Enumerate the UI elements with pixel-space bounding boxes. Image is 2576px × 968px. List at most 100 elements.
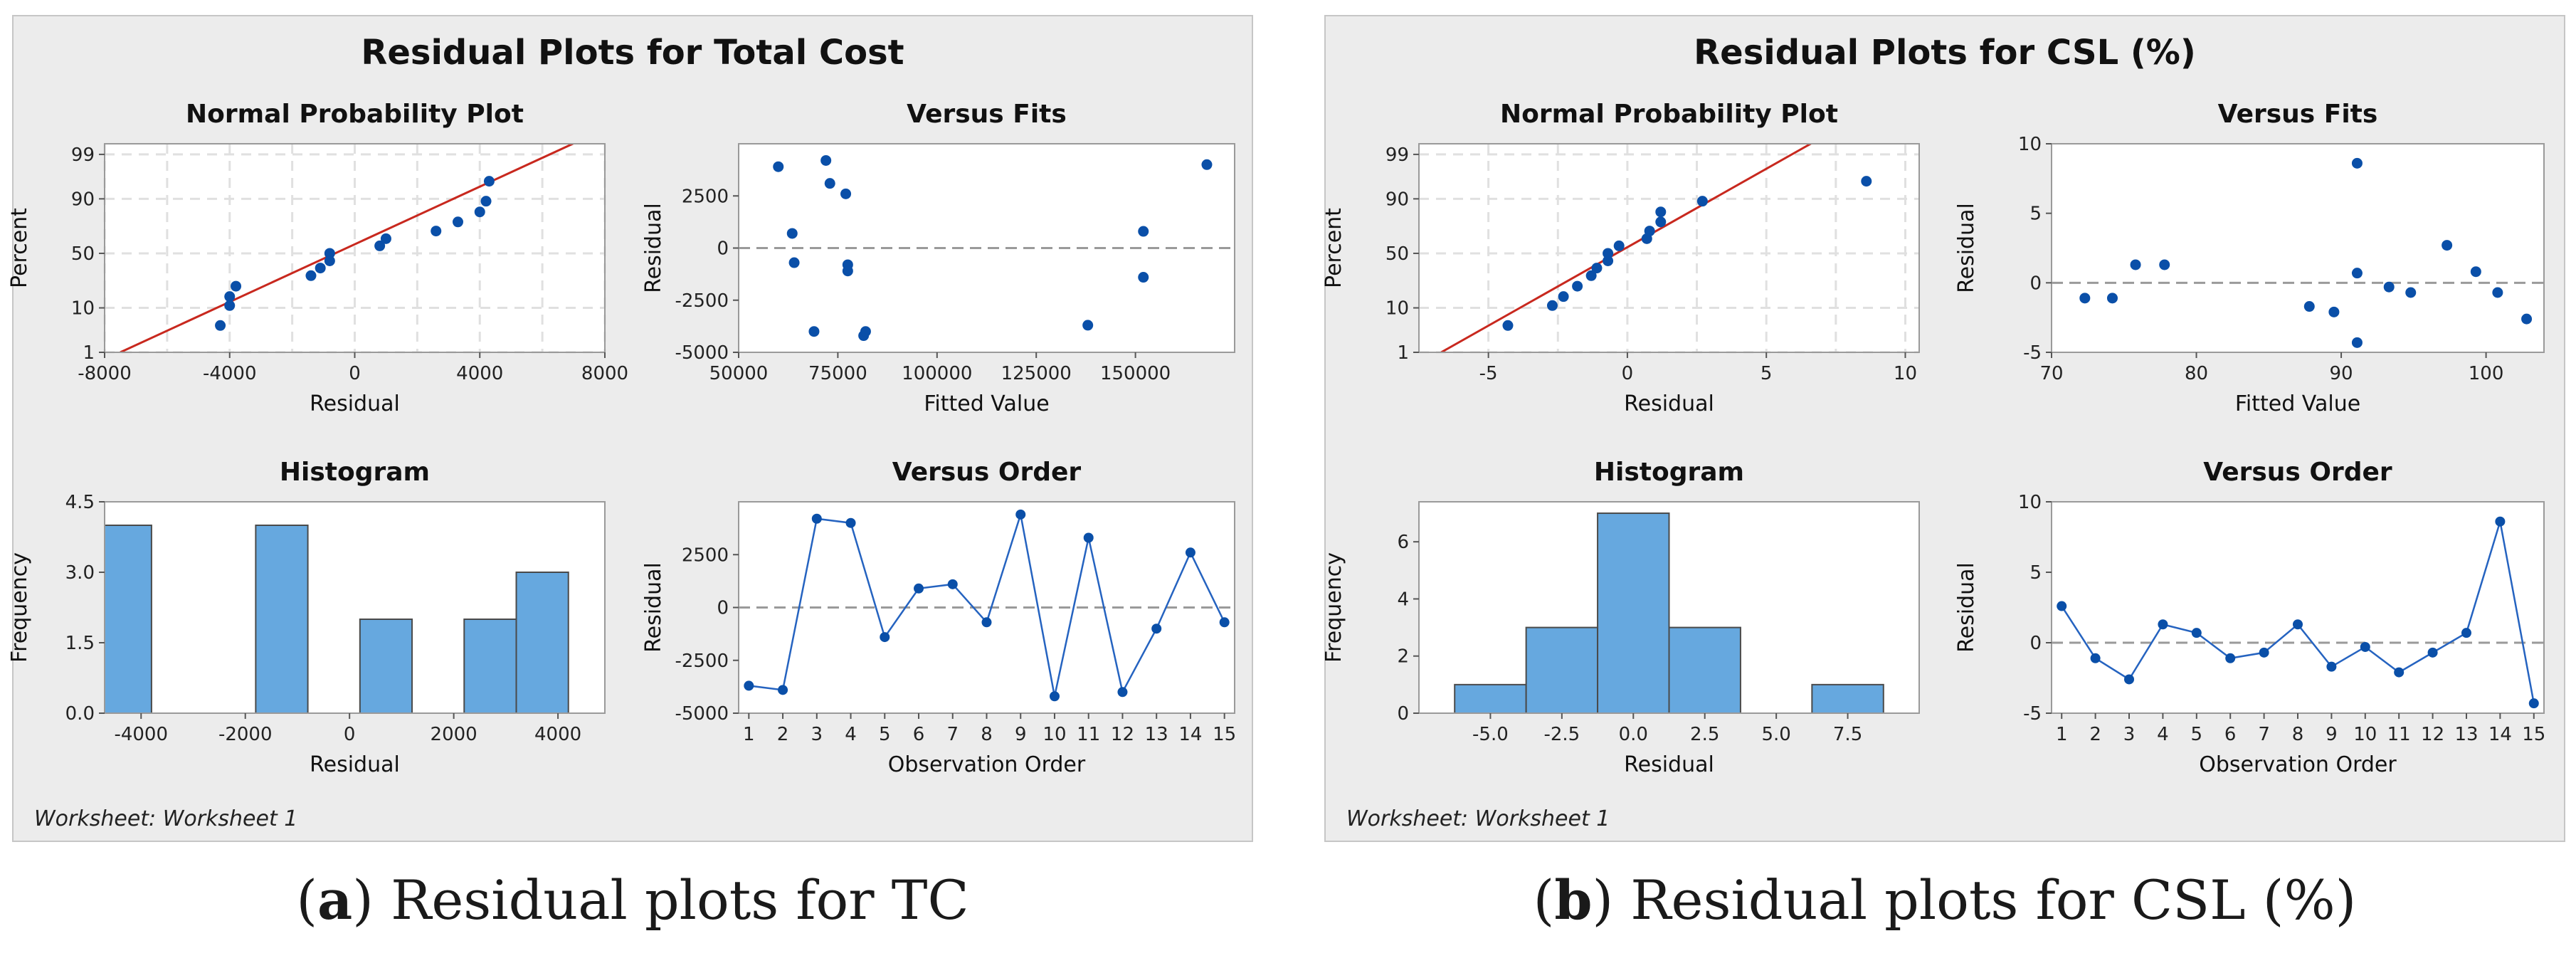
b-chart4-xtick-label-0: 1 (2056, 724, 2068, 745)
a-chart4-xtick-label-5: 6 (913, 724, 925, 745)
a-chart2-point-15 (1201, 159, 1213, 170)
a-chart4-point-4 (845, 517, 856, 528)
b-chart1-point-7 (1603, 255, 1614, 266)
b-chart4-xtick-label-1: 2 (2089, 724, 2101, 745)
b-chart4-xtick-label-10: 11 (2387, 724, 2411, 745)
b-chart3-ytick-label-0: 0 (1397, 703, 1409, 725)
b-chart2-ytick-label-0: -5 (2023, 342, 2042, 364)
caption-b: (b) Residual plots for CSL (%) (1533, 868, 2357, 932)
b-chart3-xtick-label-1: -2.5 (1543, 724, 1580, 745)
a-chart1-xtick-label-0: -8000 (78, 363, 132, 384)
b-chart2-point-8 (2351, 268, 2363, 279)
b-chart1-title: Normal Probability Plot (1500, 100, 1838, 129)
b-chart1-point-4 (1572, 280, 1583, 292)
b-chart2-xlabel: Fitted Value (2235, 391, 2360, 416)
b-chart2-point-1 (2079, 293, 2091, 304)
a-chart3-xtick-label-3: 2000 (431, 724, 477, 745)
b-chart3-bar-3 (1597, 512, 1670, 715)
b-chart1-ytick-label-4: 99 (1385, 144, 1409, 166)
b-chart4-ytick-label-1: 0 (2029, 633, 2042, 654)
b-chart4-xtick-label-3: 4 (2157, 724, 2169, 745)
b-chart4-xtick-label-13: 14 (2488, 724, 2512, 745)
a-chart1-xtick-label-1: -4000 (203, 363, 257, 384)
a-chart2-xlabel: Fitted Value (924, 391, 1049, 416)
a-chart2-point-2 (786, 228, 798, 239)
a-chart3-ytick-label-0: 0.0 (65, 703, 95, 725)
b-chart3-frame (1418, 501, 1920, 714)
a-chart1-point-1 (215, 320, 226, 331)
a-chart1-point-9 (374, 240, 386, 251)
b-chart1-ylabel: Percent (1321, 208, 1346, 288)
a-chart2-point-9 (842, 265, 853, 277)
a-chart2-xtick-label-4: 150000 (1100, 363, 1171, 384)
a-chart4-point-14 (1185, 547, 1195, 558)
a-chart3-ytick-label-2: 3.0 (65, 562, 95, 584)
b-chart1-point-8 (1603, 248, 1614, 259)
b-chart2-point-11 (2405, 287, 2417, 298)
b-chart2-point-9 (2351, 337, 2363, 348)
a-chart4-point-11 (1083, 532, 1094, 543)
b-chart1-ytick-label-1: 10 (1385, 298, 1409, 320)
a-chart4-xtick-label-0: 1 (743, 724, 755, 745)
b-chart2-plot-area (2052, 144, 2544, 352)
a-chart2-point-4 (808, 326, 820, 337)
b-chart4-xtick-label-5: 6 (2224, 724, 2237, 745)
panel-a-normal-probability-plot: Normal Probability Plot -8000 -4000 0 4000 80… (7, 100, 628, 416)
a-chart4-xtick-label-11: 12 (1111, 724, 1134, 745)
a-chart4-xtick-label-13: 14 (1178, 724, 1202, 745)
a-chart2-title: Versus Fits (907, 100, 1067, 129)
b-chart1-point-11 (1644, 226, 1655, 237)
a-chart1-fit-line (120, 144, 576, 352)
b-chart4-xtick-label-9: 10 (2353, 724, 2377, 745)
b-chart1-plot-area (1419, 144, 1919, 352)
b-chart1-point-3 (1558, 291, 1569, 302)
a-chart1-ytick-label-0: 1 (83, 342, 95, 364)
b-chart2-title: Versus Fits (2218, 100, 2378, 129)
b-chart2-point-7 (2351, 157, 2363, 169)
a-chart1-ytick-label-3: 90 (71, 189, 95, 210)
b-chart4-xtick-label-11: 12 (2421, 724, 2444, 745)
b-chart4-xlabel: Observation Order (2199, 752, 2397, 777)
a-chart4-xtick-label-14: 15 (1213, 724, 1236, 745)
b-chart1-xtick-label-1: 0 (1622, 363, 1634, 384)
b-chart2-point-14 (2492, 287, 2503, 298)
a-chart2-point-12 (1082, 320, 1094, 331)
a-chart3-xtick-label-4: 4000 (534, 724, 581, 745)
a-chart4-point-13 (1151, 624, 1162, 634)
b-chart2-point-4 (2159, 259, 2170, 270)
a-chart1-point-3 (224, 291, 236, 302)
panel-b-background (1324, 15, 2565, 842)
a-chart2-ytick-label-2: 0 (717, 238, 729, 260)
b-chart4-xtick-label-12: 13 (2454, 724, 2478, 745)
b-chart4-point-2 (2090, 653, 2101, 663)
b-chart3-bar-1 (1454, 683, 1527, 715)
panel-b-title: Residual Plots for CSL (%) (1694, 33, 2196, 73)
a-chart1-point-10 (380, 233, 391, 244)
b-chart4-xtick-label-8: 9 (2326, 724, 2338, 745)
a-chart4-xtick-label-6: 7 (946, 724, 959, 745)
a-chart4-title: Versus Order (892, 458, 1082, 487)
a-chart4-xtick-label-4: 5 (879, 724, 891, 745)
panel-b-histogram: Histogram -5.0 -2.5 0.0 2.5 5.0 7.5 0 2 4 6 Residua… (1321, 458, 1920, 777)
a-chart4-point-15 (1219, 617, 1230, 628)
a-chart4-point-1 (744, 680, 754, 691)
a-chart4-xtick-label-12: 13 (1145, 724, 1168, 745)
a-chart3-title: Histogram (280, 458, 430, 487)
a-chart4-xlabel: Observation Order (888, 752, 1086, 777)
b-chart1-xtick-label-3: 10 (1894, 363, 1917, 384)
a-chart2-xtick-label-1: 75000 (808, 363, 867, 384)
a-chart4-point-3 (811, 513, 822, 524)
a-chart2-point-11 (860, 326, 871, 337)
b-chart3-xlabel: Residual (1624, 752, 1714, 777)
b-chart1-xtick-label-2: 5 (1761, 363, 1773, 384)
panel-a-title: Residual Plots for Total Cost (361, 33, 904, 73)
a-chart4-point-10 (1049, 691, 1060, 702)
b-chart1-point-2 (1546, 300, 1558, 311)
a-chart1-ytick-label-2: 50 (71, 243, 95, 265)
b-chart4-ytick-label-2: 5 (2029, 562, 2042, 584)
a-chart3-xlabel: Residual (310, 752, 400, 777)
a-chart3-xtick-label-0: -4000 (114, 724, 168, 745)
a-chart3-ytick-label-3: 4.5 (65, 492, 95, 513)
b-chart3-xtick-label-0: -5.0 (1472, 724, 1509, 745)
